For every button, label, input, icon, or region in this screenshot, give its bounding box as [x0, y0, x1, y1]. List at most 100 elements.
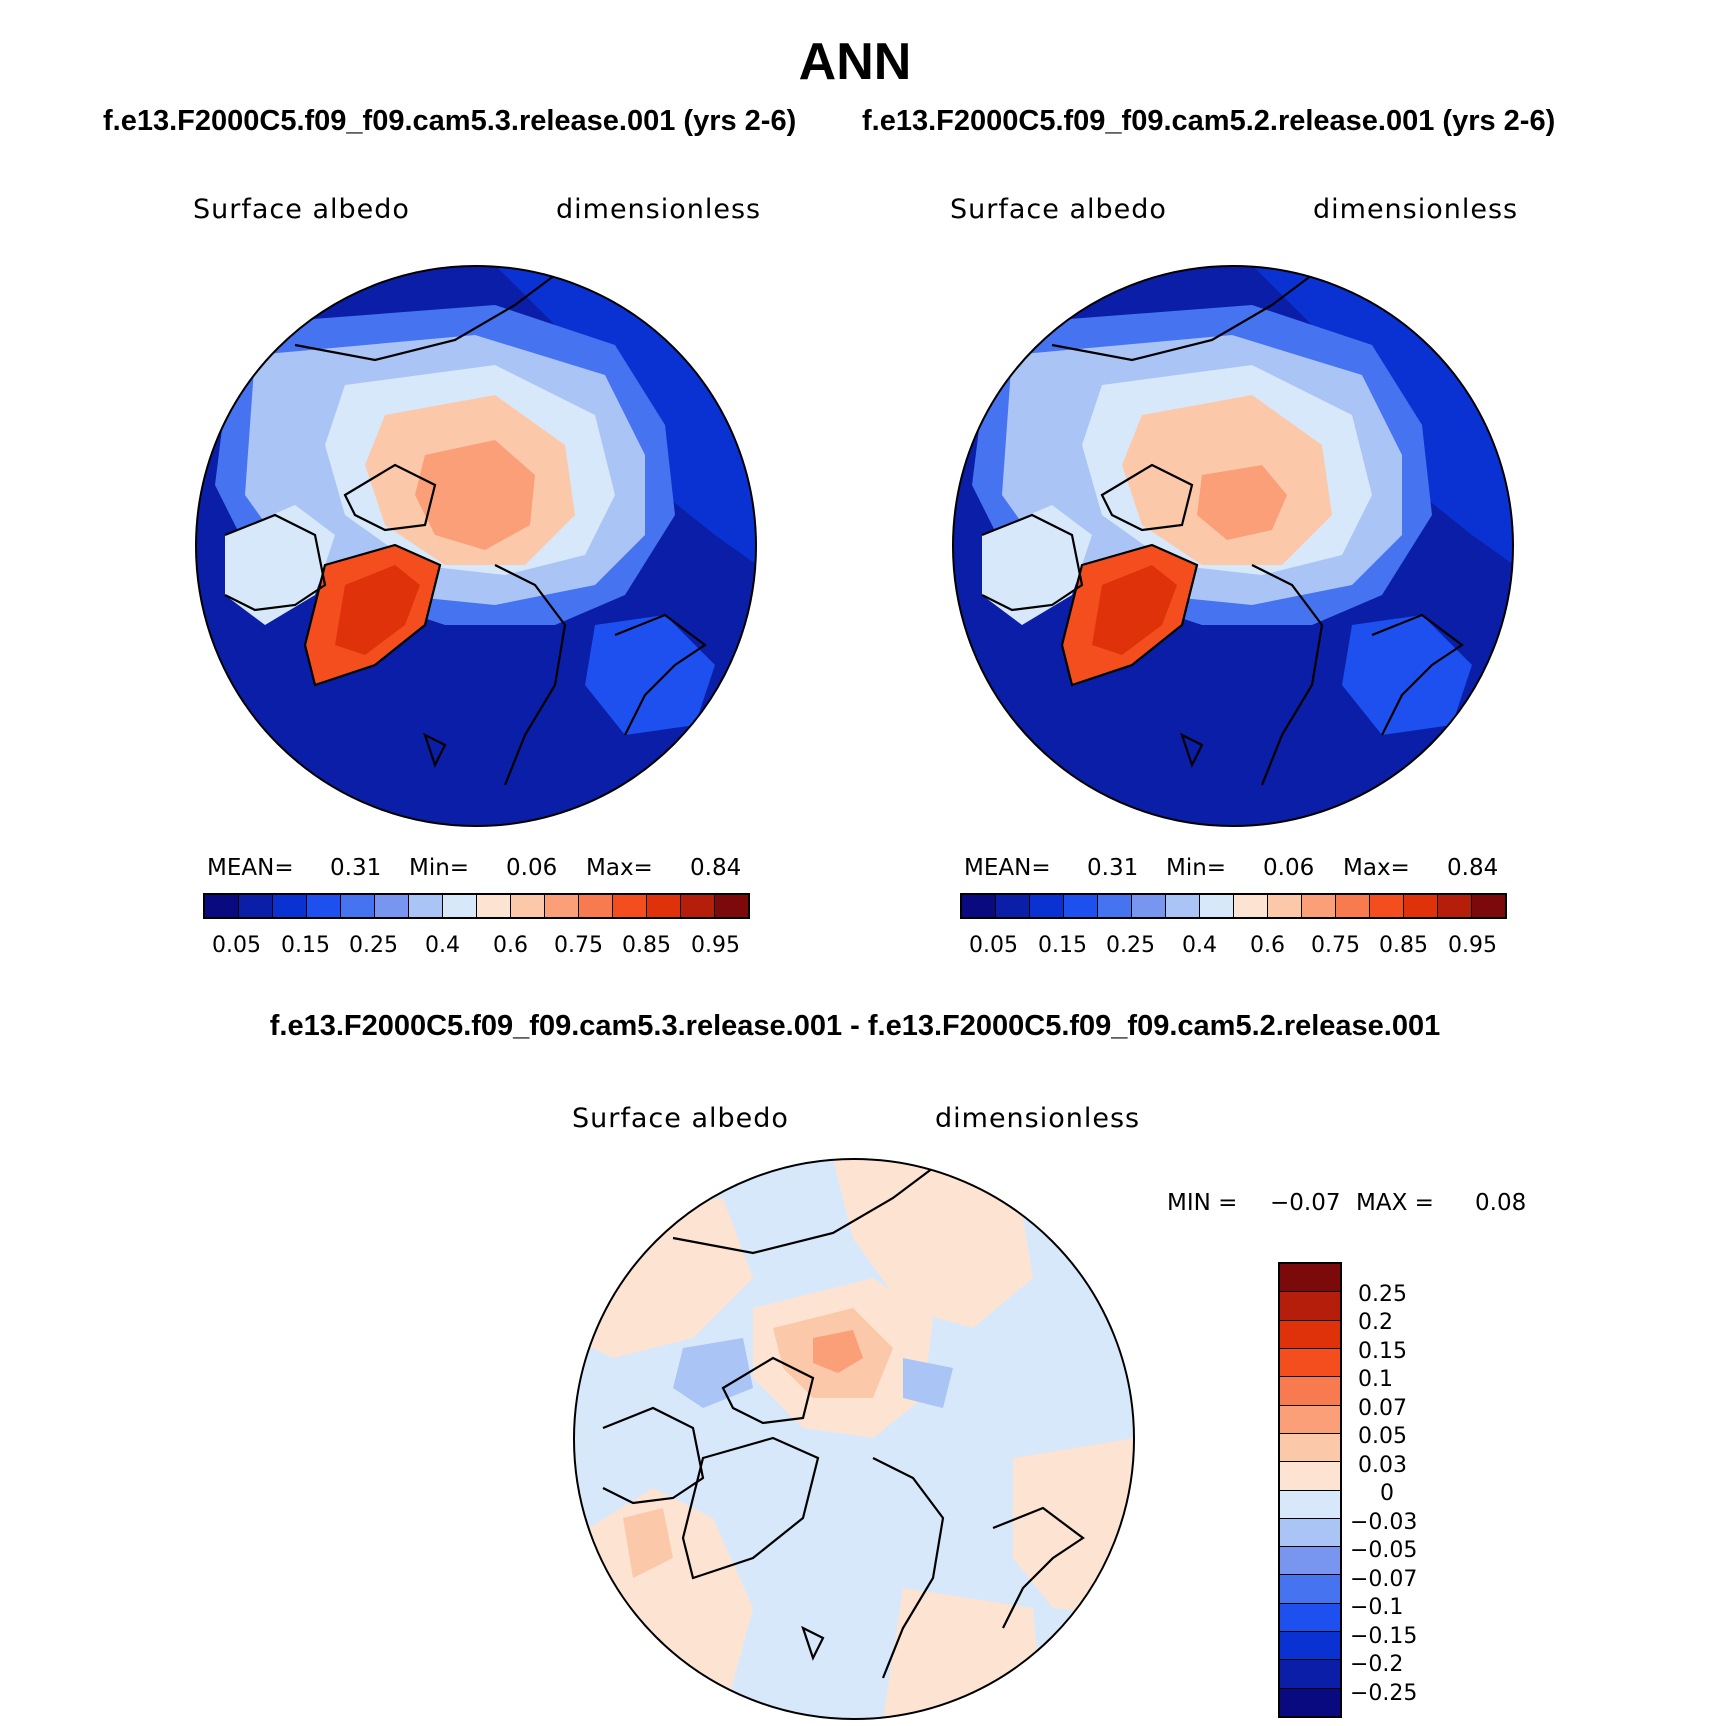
colorbar-swatch: [1302, 895, 1336, 917]
colorbar-swatch: [647, 895, 681, 917]
cb2-tick: 0.15: [1038, 933, 1087, 958]
colorbar-swatch: [1280, 1433, 1340, 1463]
colorbar-swatch: [1280, 1377, 1340, 1406]
colorbar-swatch: [1166, 895, 1200, 917]
colorbar-swatch: [1280, 1264, 1340, 1293]
colorbar-swatch: [613, 895, 647, 917]
panel2-mean-label: MEAN=: [964, 855, 1051, 881]
cb1-tick: 0.95: [691, 933, 740, 958]
panel2-mean-value: 0.31: [1087, 855, 1139, 881]
cb1-tick: 0.4: [425, 933, 460, 958]
diff-cb-tick: −0.07: [1350, 1567, 1418, 1592]
diff-cb-tick: −0.25: [1350, 1681, 1418, 1706]
diff-cb-tick: 0: [1380, 1481, 1394, 1506]
colorbar-swatch: [1280, 1292, 1340, 1321]
colorbar-swatch: [1280, 1462, 1340, 1491]
panel2-variable: Surface albedo: [950, 194, 1167, 225]
cb1-tick: 0.25: [349, 933, 398, 958]
diff-cb-tick: 0.1: [1358, 1367, 1393, 1392]
cb1-tick: 0.15: [281, 933, 330, 958]
colorbar-swatch: [1234, 895, 1268, 917]
colorbar-swatch: [511, 895, 545, 917]
panel1-units: dimensionless: [556, 194, 762, 225]
polar-map-case1: [195, 265, 757, 827]
colorbar-swatch: [1280, 1632, 1340, 1661]
colorbar-swatch: [1280, 1348, 1340, 1378]
colorbar-swatch: [1280, 1688, 1340, 1716]
panel2-units: dimensionless: [1313, 194, 1519, 225]
colorbar-swatch: [1098, 895, 1132, 917]
polar-map-case2: [952, 265, 1514, 827]
cb2-tick: 0.85: [1379, 933, 1428, 958]
cb2-tick: 0.6: [1250, 933, 1285, 958]
diff-min-value: −0.07: [1270, 1190, 1341, 1216]
panel2-min-label: Min=: [1166, 855, 1227, 881]
diff-cb-tick: −0.2: [1350, 1652, 1404, 1677]
panel1-mean-label: MEAN=: [207, 855, 294, 881]
cb2-tick: 0.25: [1106, 933, 1155, 958]
diff-cb-tick: −0.03: [1350, 1510, 1418, 1535]
colorbar-swatch: [1064, 895, 1098, 917]
diff-max-label: MAX =: [1356, 1190, 1434, 1216]
diff-cb-tick: −0.1: [1350, 1595, 1404, 1620]
polar-map-difference: [573, 1158, 1135, 1720]
colorbar-swatch: [681, 895, 715, 917]
colorbar-swatch: [239, 895, 273, 917]
figure-title: ANN: [798, 33, 912, 91]
colorbar-swatch: [1030, 895, 1064, 917]
colorbar-swatch: [1280, 1490, 1340, 1519]
cb1-tick: 0.05: [212, 933, 261, 958]
colorbar-swatch: [1280, 1320, 1340, 1349]
colorbar-swatch: [1472, 895, 1505, 917]
difference-title: f.e13.F2000C5.f09_f09.cam5.3.release.001…: [269, 1010, 1441, 1042]
colorbar-swatch: [579, 895, 613, 917]
panel2-max-value: 0.84: [1447, 855, 1499, 881]
diff-cb-tick: −0.05: [1350, 1538, 1418, 1563]
colorbar-swatch: [1404, 895, 1438, 917]
diff-cb-tick: 0.25: [1358, 1282, 1407, 1307]
colorbar-swatch: [962, 895, 996, 917]
cb1-tick: 0.6: [493, 933, 528, 958]
colorbar-swatch: [545, 895, 579, 917]
diff-cb-tick: 0.03: [1358, 1453, 1407, 1478]
colorbar-swatch: [715, 895, 748, 917]
cb1-tick: 0.75: [554, 933, 603, 958]
diff-cb-tick: −0.15: [1350, 1624, 1418, 1649]
colorbar-swatch: [1438, 895, 1472, 917]
panel1-mean-value: 0.31: [330, 855, 382, 881]
cb2-tick: 0.4: [1182, 933, 1217, 958]
panel2-min-value: 0.06: [1263, 855, 1315, 881]
colorbar-swatch: [1280, 1575, 1340, 1604]
colorbar-swatch: [996, 895, 1030, 917]
colorbar-swatch: [1280, 1547, 1340, 1576]
colorbar-swatch: [307, 895, 341, 917]
colorbar-swatch: [1132, 895, 1166, 917]
cb2-tick: 0.05: [969, 933, 1018, 958]
colorbar-swatch: [477, 895, 511, 917]
diff-cb-tick: 0.05: [1358, 1424, 1407, 1449]
panel1-min-label: Min=: [409, 855, 470, 881]
panel1-variable: Surface albedo: [193, 194, 410, 225]
diff-min-label: MIN =: [1167, 1190, 1238, 1216]
colorbar-swatch: [1370, 895, 1404, 917]
colorbar-swatch: [409, 895, 443, 917]
diff-cb-tick: 0.15: [1358, 1339, 1407, 1364]
colorbar-swatch: [375, 895, 409, 917]
colorbar-difference: [1278, 1262, 1342, 1718]
diff-cb-tick: 0.07: [1358, 1396, 1407, 1421]
panel1-min-value: 0.06: [506, 855, 558, 881]
diff-units: dimensionless: [935, 1103, 1141, 1134]
colorbar-swatch: [1268, 895, 1302, 917]
colorbar-swatch: [273, 895, 307, 917]
diff-cb-tick: 0.2: [1358, 1310, 1393, 1335]
panel1-max-value: 0.84: [690, 855, 742, 881]
colorbar-swatch: [1336, 895, 1370, 917]
cb2-tick: 0.75: [1311, 933, 1360, 958]
colorbar-swatch: [1280, 1603, 1340, 1633]
colorbar-swatch: [1200, 895, 1234, 917]
cb2-tick: 0.95: [1448, 933, 1497, 958]
colorbar-swatch: [341, 895, 375, 917]
diff-max-value: 0.08: [1475, 1190, 1527, 1216]
colorbar-case1: [203, 893, 750, 919]
colorbar-swatch: [205, 895, 239, 917]
